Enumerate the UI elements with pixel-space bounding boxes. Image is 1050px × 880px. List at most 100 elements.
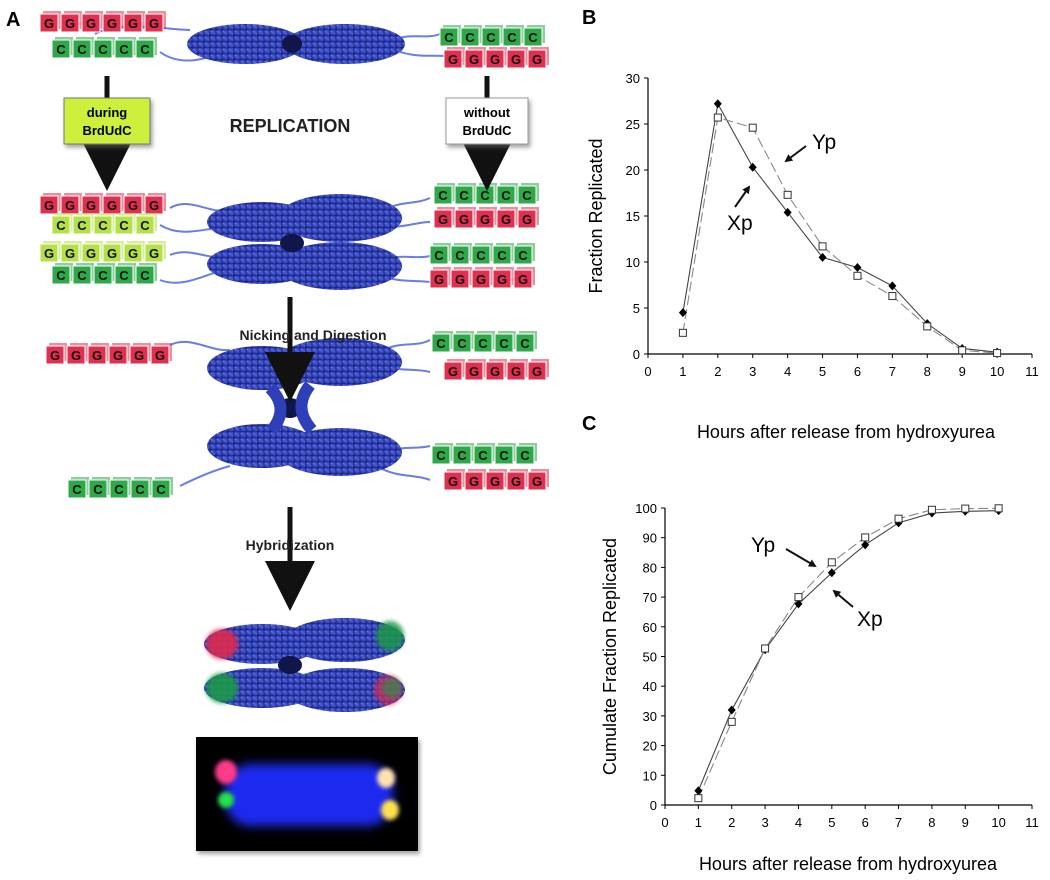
data-point-yp xyxy=(923,322,932,331)
y-tick-label: 90 xyxy=(643,531,657,546)
repeat-letter: C xyxy=(520,336,530,351)
data-point-xp xyxy=(818,252,827,262)
y-tick-label: 30 xyxy=(643,709,657,724)
data-point-yp xyxy=(818,242,827,251)
x-tick-label: 5 xyxy=(819,364,826,379)
repeat-letter: C xyxy=(436,336,446,351)
repeat-letter: C xyxy=(140,218,150,233)
data-point-yp xyxy=(961,504,970,513)
repeat-letter: G xyxy=(490,474,500,489)
repeat-letter: C xyxy=(497,248,507,263)
repeat-letter: C xyxy=(156,482,166,497)
hybridization-label: Hybridization xyxy=(246,537,335,553)
repeat-letter: G xyxy=(448,474,458,489)
repeat-letter: C xyxy=(98,268,108,283)
repeat-letter: G xyxy=(92,348,102,363)
x-tick-label: 10 xyxy=(990,364,1004,379)
repeat-letter: G xyxy=(480,212,490,227)
repeat-letter: C xyxy=(119,42,129,57)
x-tick-label: 1 xyxy=(679,364,686,379)
repeat-letter: C xyxy=(486,30,496,45)
x-tick-label: 4 xyxy=(795,815,802,830)
data-point-yp xyxy=(783,190,792,199)
repeat-letter: G xyxy=(434,272,444,287)
y-tick-label: 100 xyxy=(635,501,657,516)
y-tick-label: 10 xyxy=(626,255,640,270)
repeat-letter: G xyxy=(448,52,458,67)
x-axis-label: Hours after release from hydroxyurea xyxy=(699,854,998,874)
x-axis-label: Hours after release from hydroxyurea xyxy=(697,422,996,442)
data-point-yp xyxy=(727,717,736,726)
repeat-letter: G xyxy=(455,272,465,287)
y-tick-label: 40 xyxy=(643,679,657,694)
x-tick-label: 6 xyxy=(862,815,869,830)
chart-b-fraction-replicated: 0 1 2 3 4 5 6 7 8 9 10 11 0 5 10 15 20 25 30 Hours after re… xyxy=(586,71,1039,442)
y-tick-label: 20 xyxy=(626,163,640,178)
x-tick-label: 3 xyxy=(761,815,768,830)
repeat-letter: C xyxy=(98,218,108,233)
data-point-yp xyxy=(713,113,722,122)
data-point-xp xyxy=(678,308,687,318)
repeat-letter: G xyxy=(490,364,500,379)
repeat-letter: G xyxy=(86,198,96,213)
repeat-letter: C xyxy=(119,218,129,233)
repeat-letter: G xyxy=(490,52,500,67)
y-tick-label: 0 xyxy=(633,347,640,362)
series-line-xp xyxy=(697,510,999,791)
data-point-yp xyxy=(678,328,687,337)
data-point-yp xyxy=(894,514,903,523)
panel-b-letter: B xyxy=(582,7,596,29)
repeat-letter: G xyxy=(149,198,159,213)
data-point-yp xyxy=(861,533,870,542)
repeat-letter: C xyxy=(522,188,532,203)
repeat-letter: C xyxy=(499,336,509,351)
y-tick-label: 50 xyxy=(643,650,657,665)
data-point-yp xyxy=(993,349,1002,358)
repeat-letter: G xyxy=(113,348,123,363)
repeat-letter: G xyxy=(532,52,542,67)
repeat-letter: G xyxy=(155,348,165,363)
data-point-yp xyxy=(958,346,967,355)
repeat-letter: G xyxy=(107,198,117,213)
x-tick-label: 9 xyxy=(959,364,966,379)
data-point-yp xyxy=(794,593,803,602)
data-point-xp xyxy=(794,599,803,609)
annotation-arrow-xp xyxy=(734,185,751,208)
repeat-letter: C xyxy=(478,448,488,463)
repeat-letter: G xyxy=(107,246,117,261)
repeat-letter: G xyxy=(149,16,159,31)
repeat-letter: G xyxy=(107,16,117,31)
repeat-letter: G xyxy=(469,52,479,67)
x-tick-label: 11 xyxy=(1025,364,1039,379)
repeat-letter: G xyxy=(459,212,469,227)
annotation-yp: Yp xyxy=(751,534,775,557)
repeat-letter: G xyxy=(128,16,138,31)
x-tick-label: 8 xyxy=(924,364,931,379)
repeat-letter: C xyxy=(140,42,150,57)
y-tick-label: 80 xyxy=(643,560,657,575)
repeat-letter: G xyxy=(469,474,479,489)
repeat-letter: G xyxy=(65,198,75,213)
repeat-letter: C xyxy=(135,482,145,497)
repeat-letter: G xyxy=(149,246,159,261)
y-tick-label: 15 xyxy=(626,209,640,224)
annotation-arrow-xp xyxy=(832,589,854,608)
repeat-letter: C xyxy=(56,42,66,57)
series-line-yp xyxy=(697,507,999,799)
annotation-xp: Xp xyxy=(727,212,753,235)
repeat-letter: C xyxy=(436,448,446,463)
panel-a-letter: A xyxy=(6,9,20,31)
y-tick-label: 25 xyxy=(626,117,640,132)
repeat-letter: C xyxy=(499,448,509,463)
repeat-letter: C xyxy=(119,268,129,283)
repeat-letter: C xyxy=(72,482,82,497)
chromosome-hybridized xyxy=(204,618,405,712)
y-tick-label: 60 xyxy=(643,620,657,635)
x-tick-label: 8 xyxy=(928,815,935,830)
repeat-letter: C xyxy=(478,336,488,351)
series-line-xp xyxy=(682,102,998,353)
x-tick-label: 0 xyxy=(644,364,651,379)
